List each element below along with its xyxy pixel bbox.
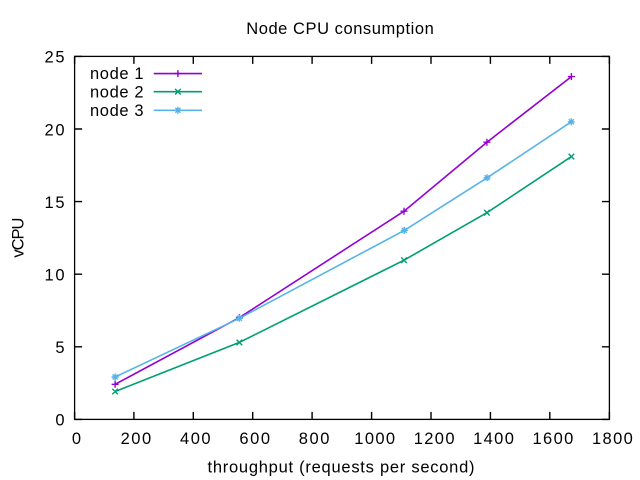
svg-text:1800: 1800 <box>592 430 633 448</box>
svg-text:25: 25 <box>45 49 65 67</box>
svg-text:1000: 1000 <box>354 430 395 448</box>
svg-text:15: 15 <box>45 194 65 212</box>
svg-text:node 2: node 2 <box>90 83 144 101</box>
svg-text:node 1: node 1 <box>90 65 144 83</box>
svg-text:800: 800 <box>299 430 330 448</box>
svg-text:1400: 1400 <box>473 430 514 448</box>
svg-text:1200: 1200 <box>414 430 455 448</box>
svg-text:throughput (requests per secon: throughput (requests per second) <box>208 459 475 477</box>
svg-text:20: 20 <box>45 121 65 139</box>
svg-text:400: 400 <box>180 430 211 448</box>
svg-text:0: 0 <box>72 430 81 448</box>
svg-text:0: 0 <box>55 412 64 430</box>
svg-text:200: 200 <box>121 430 152 448</box>
svg-text:5: 5 <box>55 339 64 357</box>
svg-text:600: 600 <box>239 430 270 448</box>
svg-text:vCPU: vCPU <box>10 218 28 258</box>
svg-text:Node CPU consumption: Node CPU consumption <box>246 20 434 38</box>
svg-text:node 3: node 3 <box>90 102 144 120</box>
svg-text:10: 10 <box>45 266 65 284</box>
svg-text:1600: 1600 <box>533 430 574 448</box>
